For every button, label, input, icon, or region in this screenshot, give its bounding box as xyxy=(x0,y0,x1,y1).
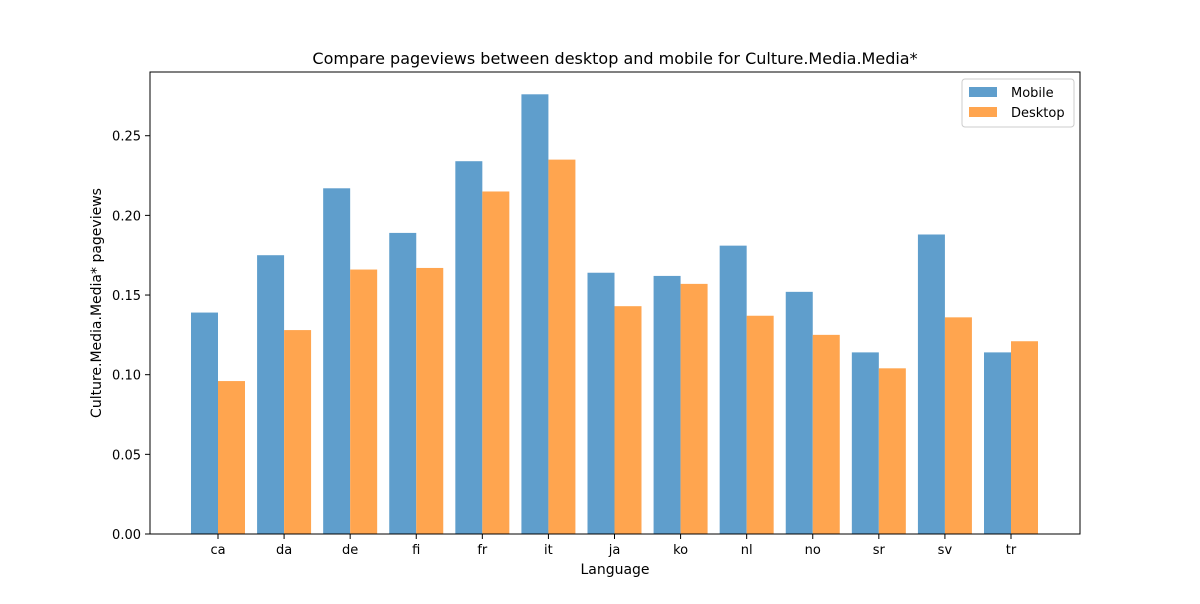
bar-mobile-sv xyxy=(917,234,945,534)
bar-desktop-no xyxy=(812,334,840,534)
x-tick-label: ko xyxy=(673,543,688,558)
x-tick-label: de xyxy=(342,543,358,558)
bar-mobile-fi xyxy=(389,232,417,534)
legend-swatch-mobile xyxy=(969,87,997,97)
bar-mobile-it xyxy=(521,94,549,534)
bar-desktop-de xyxy=(350,269,378,534)
bar-mobile-de xyxy=(323,188,351,534)
y-tick-label: 0.25 xyxy=(112,130,141,145)
legend-label-desktop: Desktop xyxy=(1011,106,1065,121)
x-tick-label: it xyxy=(544,543,553,558)
legend: Mobile Desktop xyxy=(961,78,1075,128)
x-tick-label: ca xyxy=(210,543,225,558)
bar-mobile-sr xyxy=(851,352,879,534)
chart-title: Compare pageviews between desktop and mo… xyxy=(312,49,917,68)
bar-mobile-nl xyxy=(719,245,747,535)
bar-mobile-da xyxy=(257,255,285,534)
bar-desktop-fr xyxy=(482,191,510,534)
bar-mobile-ko xyxy=(653,275,681,534)
x-tick-label: da xyxy=(276,543,292,558)
bar-desktop-nl xyxy=(746,315,774,534)
y-tick-label: 0.10 xyxy=(112,369,141,384)
x-tick-label: nl xyxy=(741,543,753,558)
y-tick-label: 0.05 xyxy=(112,448,141,463)
bar-desktop-sr xyxy=(878,368,906,534)
x-axis-label: Language xyxy=(580,562,649,578)
x-tick-label: sv xyxy=(938,543,953,558)
bar-desktop-ca xyxy=(218,381,245,534)
y-tick-label: 0.00 xyxy=(112,528,141,543)
legend-label-mobile: Mobile xyxy=(1011,86,1054,101)
x-tick-label: tr xyxy=(1006,543,1017,558)
bar-mobile-ca xyxy=(191,312,218,534)
bar-mobile-tr xyxy=(984,352,1011,534)
x-tick-label: ja xyxy=(608,543,621,558)
bar-mobile-ja xyxy=(587,272,615,534)
bar-desktop-sv xyxy=(944,317,972,534)
bar-desktop-ja xyxy=(614,306,642,534)
bar-mobile-fr xyxy=(455,161,483,534)
bar-mobile-no xyxy=(785,291,813,534)
x-tick-label: fr xyxy=(477,543,488,558)
bar-desktop-tr xyxy=(1011,341,1038,534)
y-axis: 0.00 0.05 0.10 0.15 0.20 0.25 xyxy=(112,130,150,543)
x-tick-label: no xyxy=(805,543,821,558)
bars-group xyxy=(191,94,1038,535)
bar-desktop-fi xyxy=(416,267,444,534)
x-tick-label: fi xyxy=(412,543,420,558)
bar-desktop-ko xyxy=(680,283,708,534)
y-tick-label: 0.15 xyxy=(112,289,141,304)
bar-desktop-it xyxy=(548,159,576,534)
y-axis-label: Culture.Media.Media* pageviews xyxy=(89,188,105,418)
bar-desktop-da xyxy=(284,330,312,534)
y-tick-label: 0.20 xyxy=(112,209,141,224)
legend-swatch-desktop xyxy=(969,107,997,117)
plot-frame xyxy=(149,71,1081,535)
x-tick-label: sr xyxy=(873,543,886,558)
x-axis: ca da de fi fr it ja ko nl no sr sv tr xyxy=(210,534,1017,558)
